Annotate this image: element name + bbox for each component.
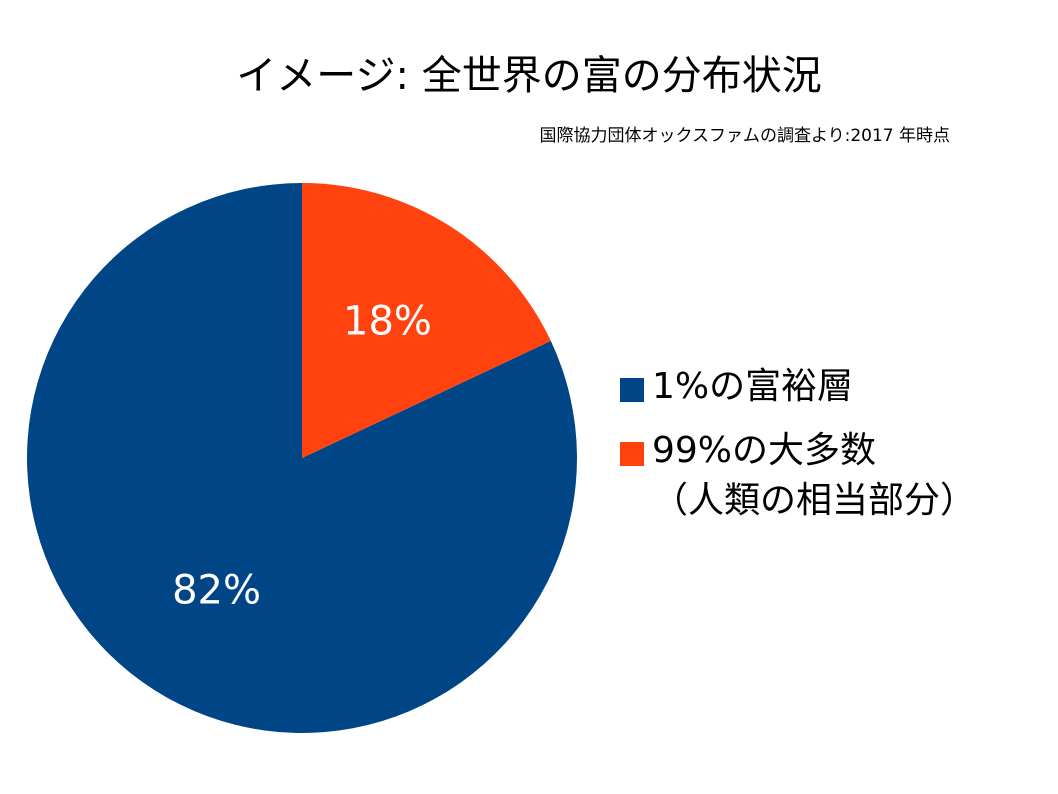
chart-subtitle: 国際協力団体オックスファムの調査より:2017 年時点 bbox=[539, 126, 950, 146]
legend: 1%の富裕層 99%の大多数 （人類の相当部分） bbox=[620, 362, 976, 540]
legend-label: 99%の大多数 （人類の相当部分） bbox=[652, 430, 977, 521]
chart-title: イメージ: 全世界の富の分布状況 bbox=[236, 53, 821, 99]
legend-swatch bbox=[620, 442, 644, 466]
legend-label: 1%の富裕層 bbox=[652, 366, 854, 407]
legend-item: 1%の富裕層 bbox=[620, 362, 976, 412]
slice-label: 18% bbox=[343, 298, 432, 344]
pie-slice bbox=[302, 183, 551, 458]
legend-item: 99%の大多数 （人類の相当部分） bbox=[620, 426, 976, 526]
legend-swatch bbox=[620, 378, 644, 402]
slice-label: 82% bbox=[172, 568, 261, 614]
